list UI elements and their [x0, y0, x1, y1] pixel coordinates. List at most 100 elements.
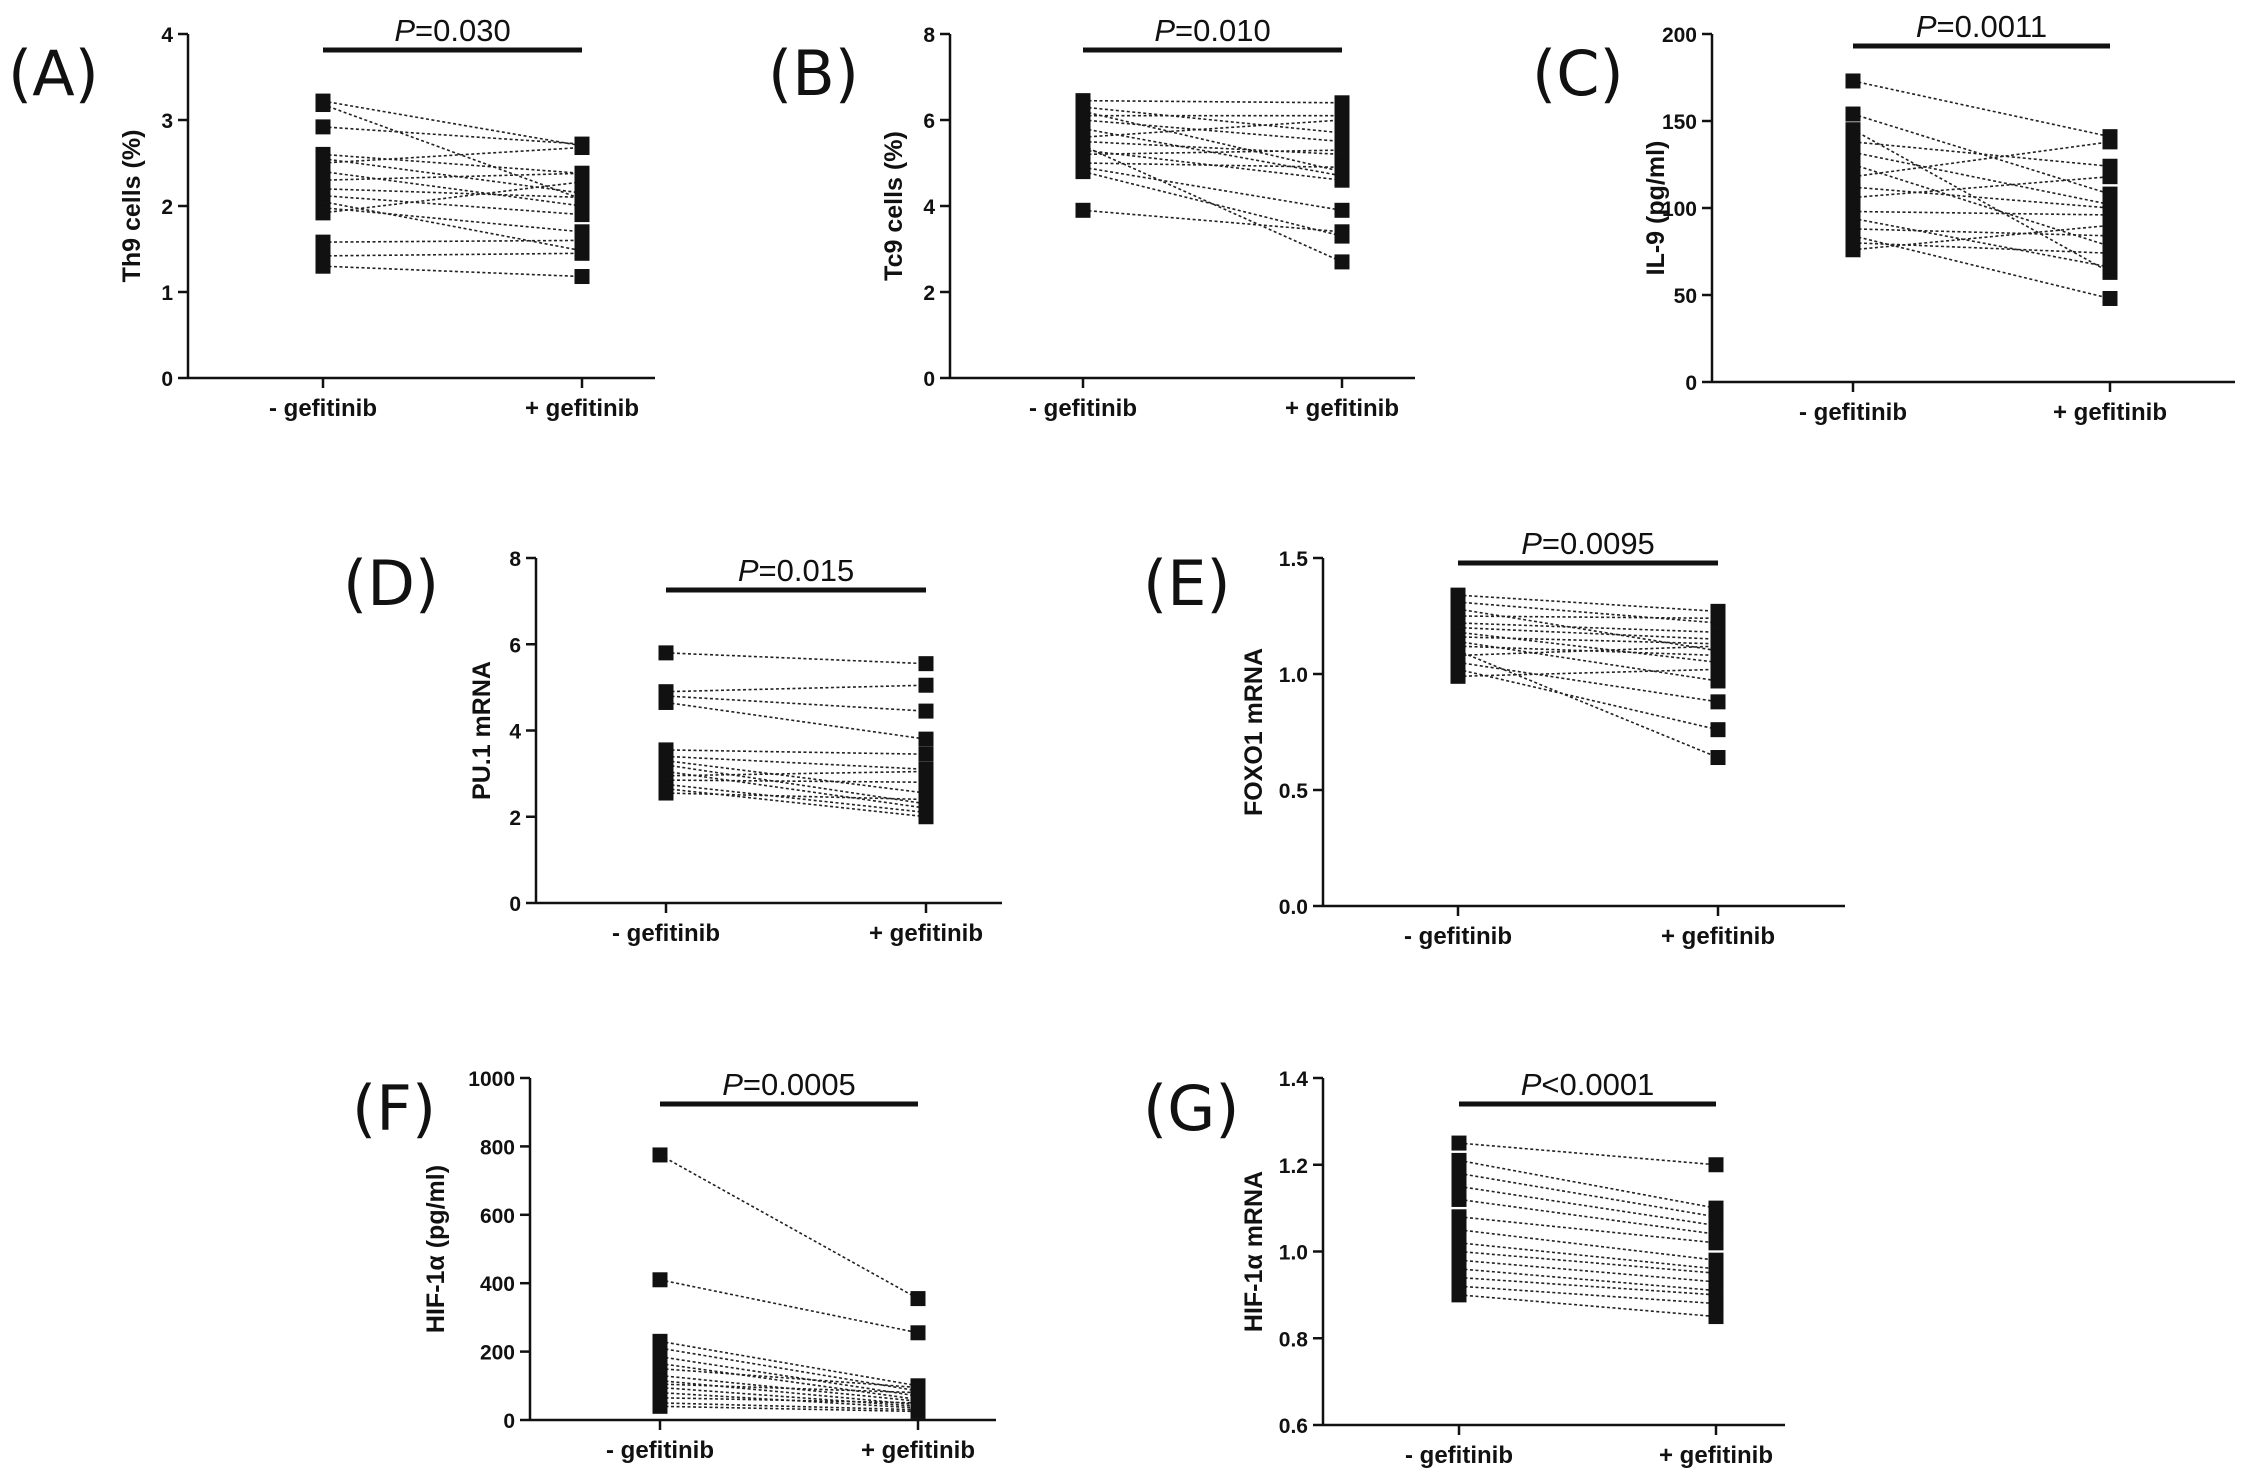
- point-after: [910, 1325, 926, 1341]
- paired-line: [1852, 129, 2111, 274]
- paired-line: [1852, 228, 2111, 237]
- paired-line: [665, 792, 927, 801]
- p-value-label: P=0.030: [394, 13, 510, 48]
- x-category-label: + gefitinib: [861, 1437, 975, 1464]
- paired-line: [1082, 119, 1343, 143]
- point-after: [1708, 1235, 1724, 1251]
- point-after: [574, 269, 590, 285]
- y-tick-label: 0: [1685, 372, 1697, 395]
- paired-line: [1082, 106, 1343, 134]
- point-after: [910, 1291, 926, 1307]
- x-category-label: + gefitinib: [1285, 395, 1399, 422]
- point-before: [1451, 1178, 1467, 1194]
- paired-line: [1082, 99, 1343, 104]
- point-after: [2102, 217, 2118, 233]
- point-after: [918, 746, 934, 762]
- paired-line: [1457, 668, 1719, 731]
- point-before: [315, 119, 331, 135]
- point-before: [1451, 1152, 1467, 1168]
- paired-line: [1457, 626, 1719, 640]
- point-after: [1710, 661, 1726, 677]
- point-after: [1710, 638, 1726, 654]
- paired-line: [1852, 141, 2111, 178]
- paired-line: [665, 779, 927, 784]
- paired-line: [1458, 1259, 1717, 1283]
- paired-line: [1852, 224, 2111, 251]
- paired-line: [1458, 1276, 1717, 1296]
- point-before: [1450, 668, 1466, 684]
- paired-line: [322, 194, 583, 216]
- paired-line: [1852, 80, 2111, 138]
- p-symbol: P: [1916, 9, 1937, 44]
- x-category-label: + gefitinib: [1659, 1442, 1773, 1469]
- panel-letter: (F): [352, 1072, 436, 1145]
- y-tick-label: 0.8: [1279, 1328, 1309, 1351]
- y-tick-label: 1000: [468, 1068, 515, 1091]
- p-symbol: P: [738, 553, 759, 588]
- y-axis-title: IL-9 (pg/ml): [1642, 141, 1670, 276]
- paired-line: [1457, 645, 1719, 657]
- paired-line: [665, 701, 927, 740]
- point-before: [658, 645, 674, 661]
- paired-line: [665, 684, 927, 693]
- paired-line: [322, 265, 583, 278]
- paired-line: [1458, 1242, 1717, 1270]
- point-before: [1075, 202, 1091, 218]
- paired-line: [1457, 615, 1719, 620]
- y-tick-label: 1.4: [1279, 1068, 1309, 1091]
- point-after: [1334, 172, 1350, 188]
- point-before: [1075, 164, 1091, 180]
- p-value-label: P=0.0011: [1916, 9, 2047, 44]
- paired-line: [1852, 235, 2111, 300]
- paired-line: [1457, 636, 1719, 645]
- paired-line: [322, 188, 583, 199]
- p-value-text: =0.0005: [743, 1067, 856, 1102]
- point-after: [574, 140, 590, 156]
- paired-line: [1458, 1285, 1717, 1305]
- x-category-label: - gefitinib: [612, 920, 720, 947]
- y-tick-label: 6: [923, 110, 935, 133]
- y-tick-label: 600: [480, 1205, 515, 1228]
- point-after: [1710, 610, 1726, 626]
- point-after: [1708, 1157, 1724, 1173]
- paired-line: [1458, 1294, 1717, 1318]
- y-tick-label: 0.6: [1279, 1415, 1308, 1438]
- paired-line: [665, 755, 927, 771]
- panel-letter: (G): [1143, 1072, 1239, 1145]
- paired-line: [1852, 175, 2111, 199]
- paired-line: [665, 787, 927, 818]
- paired-line: [322, 181, 583, 214]
- p-symbol: P: [722, 1067, 743, 1102]
- point-before: [1451, 1209, 1467, 1225]
- paired-line: [322, 146, 583, 164]
- paired-line: [1852, 151, 2111, 206]
- point-before: [1451, 1287, 1467, 1303]
- paired-line: [659, 1154, 919, 1300]
- y-axis-title: HIF-1α mRNA: [1240, 1171, 1268, 1332]
- y-tick-label: 2: [161, 196, 173, 219]
- paired-line: [659, 1367, 919, 1389]
- x-category-label: - gefitinib: [1799, 399, 1907, 426]
- chart-panel-6: (F) 0 200 400 600 800 1000 - gefitinib + gefitin…: [352, 1067, 996, 1464]
- point-before: [1451, 1191, 1467, 1207]
- p-value-text: =0.015: [759, 553, 855, 588]
- point-after: [574, 232, 590, 248]
- x-category-label: + gefitinib: [1661, 923, 1775, 950]
- point-before: [1451, 1135, 1467, 1151]
- p-symbol: P: [394, 13, 415, 48]
- point-after: [918, 703, 934, 719]
- paired-line: [659, 1386, 919, 1408]
- paired-line: [1457, 668, 1719, 678]
- p-value-text: =0.0095: [1542, 526, 1655, 561]
- y-axis-title: HIF-1α (pg/ml): [422, 1165, 450, 1333]
- y-tick-label: 4: [509, 721, 521, 744]
- point-after: [1334, 224, 1350, 240]
- y-tick-label: 1: [161, 282, 173, 305]
- point-after: [918, 774, 934, 790]
- p-value-label: P<0.0001: [1521, 1067, 1655, 1102]
- point-after: [1334, 202, 1350, 218]
- paired-line: [1082, 209, 1343, 233]
- paired-line: [1457, 594, 1719, 613]
- point-before: [1845, 157, 1861, 172]
- p-value-text: =0.010: [1175, 13, 1271, 48]
